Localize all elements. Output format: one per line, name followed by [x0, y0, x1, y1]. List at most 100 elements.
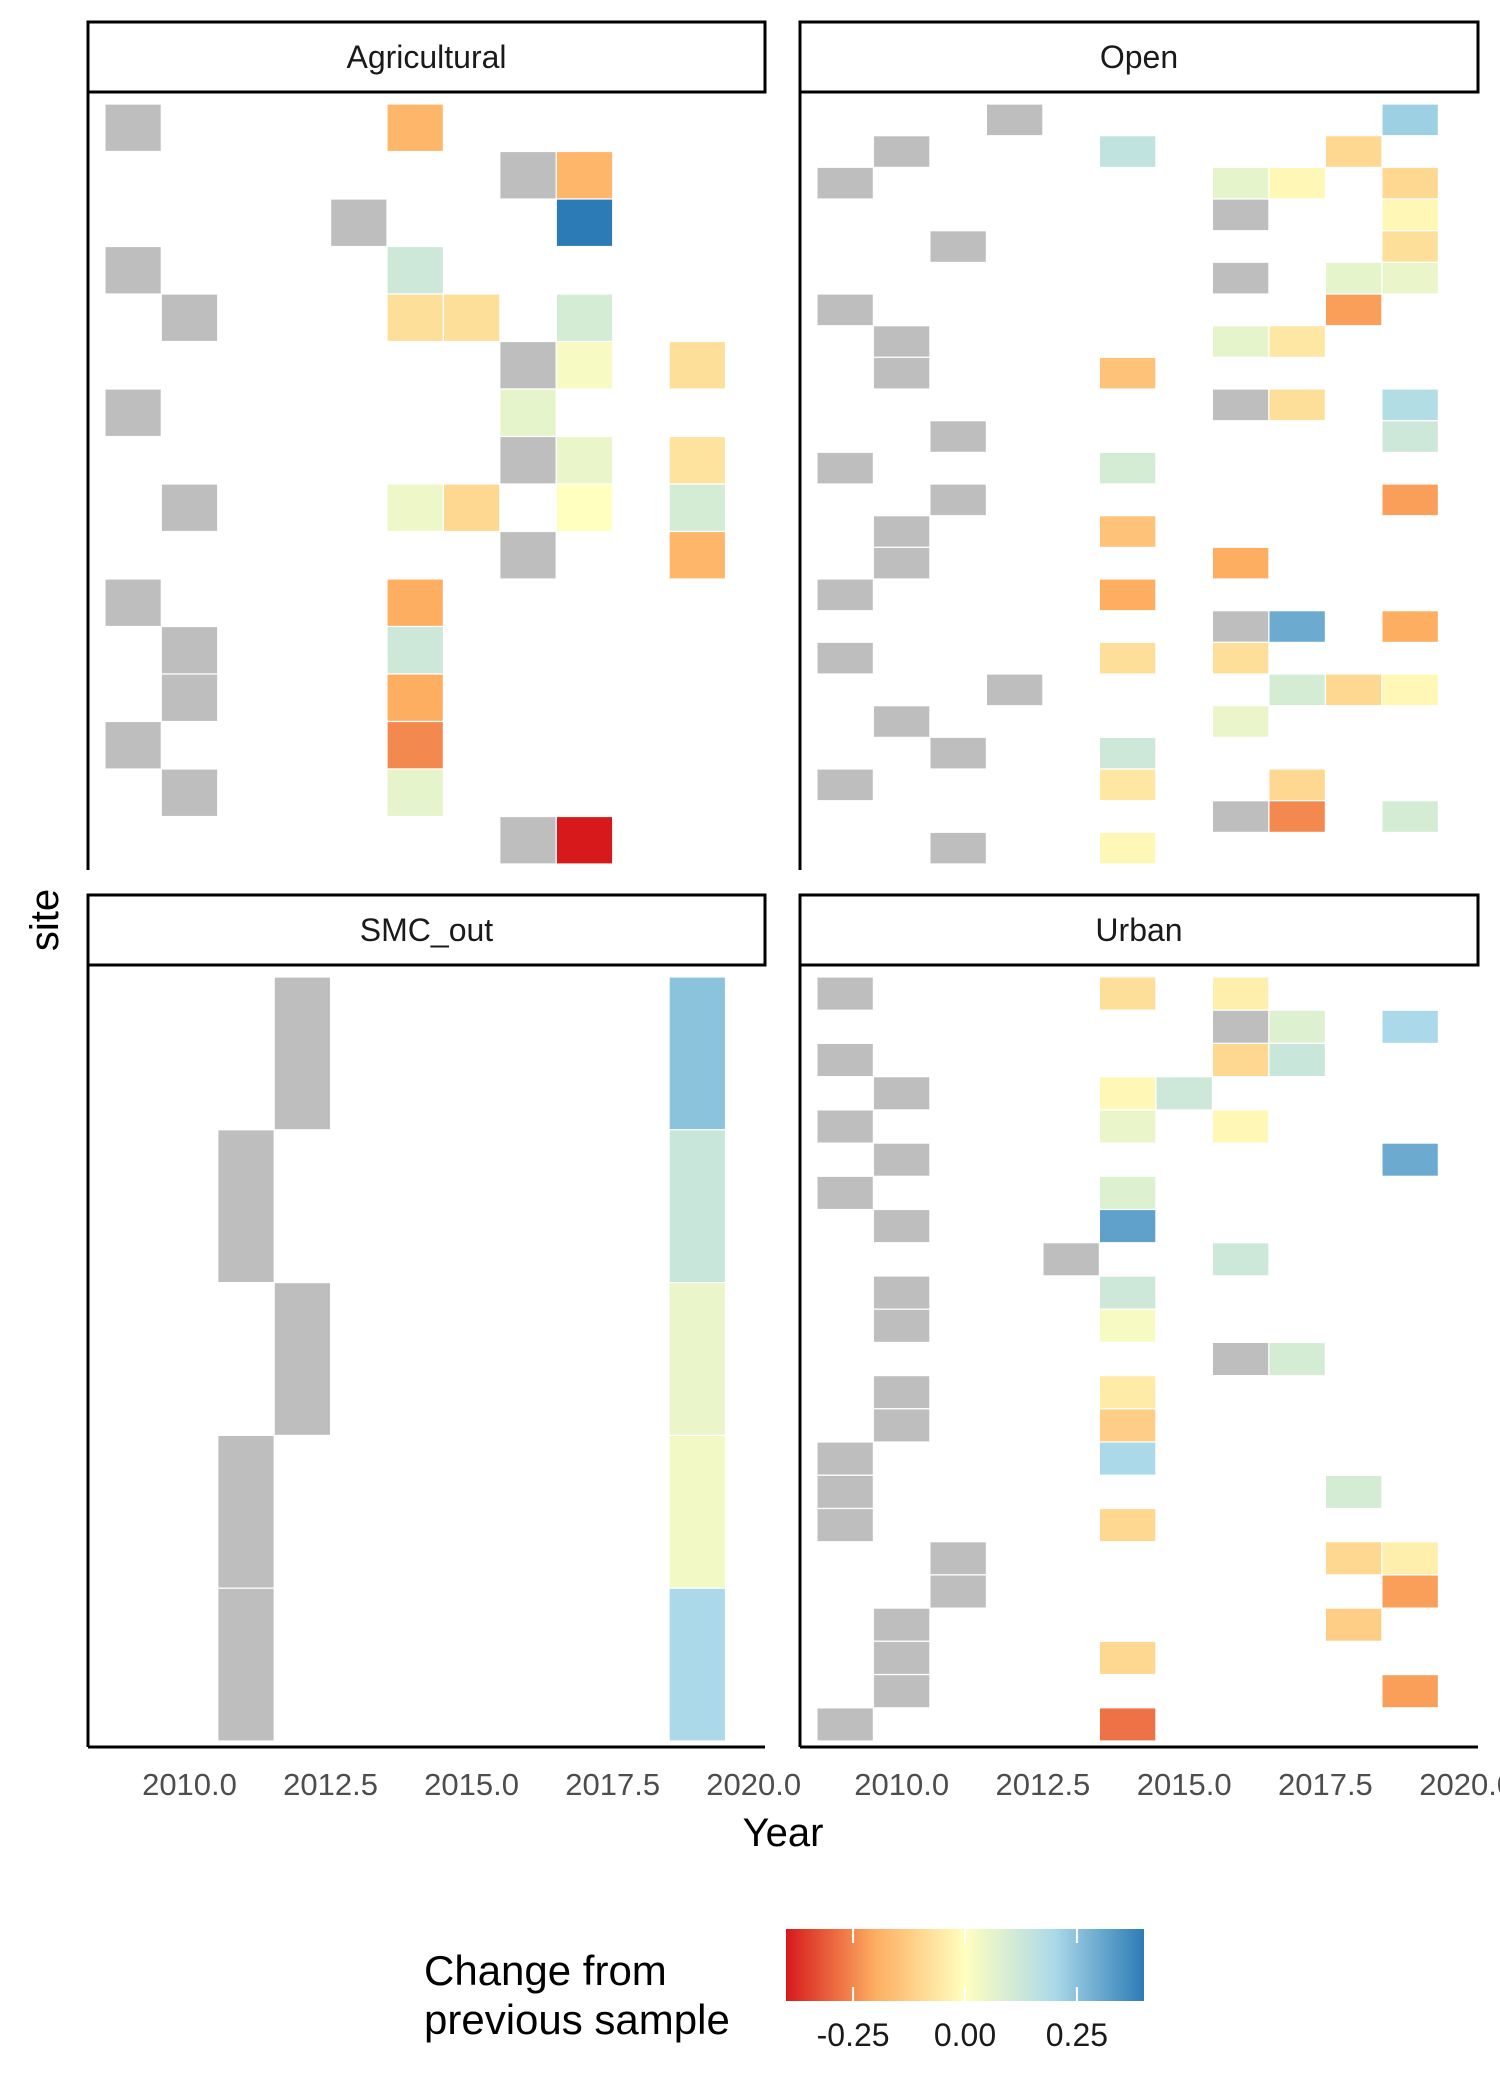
baseline-tile	[872, 325, 931, 359]
facet-strip	[86, 893, 767, 967]
legend-title-line-2: previous sample	[424, 1996, 730, 2043]
change-tile	[668, 1434, 727, 1589]
change-tile	[1098, 736, 1157, 770]
baseline-tile	[1042, 1242, 1101, 1277]
baseline-tile	[104, 388, 162, 438]
baseline-tile	[816, 166, 875, 200]
baseline-tile	[872, 1408, 931, 1443]
panel-agricultural: Agricultural	[86, 20, 767, 870]
change-tile	[1098, 515, 1157, 549]
change-tile	[1268, 1009, 1327, 1045]
change-tile	[1098, 1640, 1157, 1676]
change-tile	[1098, 451, 1157, 485]
x-tick-label: 2020.0	[1419, 1767, 1500, 1802]
change-tile	[1098, 578, 1157, 612]
facet-strip	[86, 20, 767, 94]
change-tile	[386, 103, 445, 153]
x-tick-label: 2012.5	[283, 1767, 378, 1802]
baseline-tile	[160, 625, 219, 675]
change-tile	[1098, 1076, 1157, 1111]
change-tile	[1381, 1009, 1440, 1045]
baseline-tile	[499, 530, 557, 580]
change-tile	[1098, 1275, 1157, 1310]
change-tile	[1211, 705, 1270, 739]
change-tile	[1324, 261, 1383, 295]
baseline-tile	[816, 1474, 875, 1510]
baseline-tile	[872, 515, 931, 549]
change-tile	[442, 293, 501, 343]
change-tile	[1211, 976, 1270, 1011]
change-tile	[1324, 135, 1383, 168]
baseline-tile	[816, 768, 875, 802]
baseline-tile	[872, 705, 931, 739]
baseline-tile	[1211, 261, 1270, 295]
baseline-tile	[872, 1374, 931, 1410]
x-tick-label: 2015.0	[424, 1767, 519, 1802]
baseline-tile	[929, 1541, 988, 1576]
change-tile	[1381, 103, 1440, 137]
change-tile	[1098, 1507, 1157, 1543]
baseline-tile	[160, 483, 219, 533]
baseline-tile	[499, 435, 557, 485]
change-tile	[386, 673, 445, 723]
baseline-tile	[217, 1129, 275, 1284]
change-tile	[386, 578, 445, 628]
change-tile	[1381, 800, 1440, 834]
baseline-tile	[816, 1175, 875, 1211]
baseline-tile	[872, 546, 931, 580]
change-tile	[1268, 166, 1327, 200]
change-tile	[1381, 1673, 1440, 1709]
baseline-tile	[929, 736, 988, 770]
legend: Change from previous sample -0.25 0.00 0.2…	[424, 1929, 1144, 2053]
change-tile	[1211, 641, 1270, 675]
change-tile	[442, 483, 501, 533]
baseline-tile	[872, 1308, 931, 1343]
baseline-tile	[1211, 1341, 1270, 1377]
legend-title-line-1: Change from	[424, 1947, 667, 1994]
legend-tick-label: -0.25	[817, 2017, 890, 2053]
change-tile	[1381, 483, 1440, 517]
change-tile	[386, 768, 445, 818]
change-tile	[1381, 1142, 1440, 1177]
change-tile	[1098, 356, 1157, 390]
change-tile	[386, 293, 445, 343]
change-tile	[668, 1587, 727, 1742]
change-tile	[1381, 1541, 1440, 1576]
change-tile	[1381, 198, 1440, 232]
baseline-tile	[872, 1142, 931, 1177]
change-tile	[1098, 976, 1157, 1011]
x-tick-label: 2010.0	[142, 1767, 237, 1802]
baseline-tile	[816, 451, 875, 485]
change-tile	[1381, 230, 1440, 263]
legend-tick-label: 0.25	[1046, 2017, 1108, 2053]
change-tile	[1268, 1042, 1327, 1078]
baseline-tile	[160, 768, 219, 818]
baseline-tile	[160, 673, 219, 723]
change-tile	[1098, 135, 1157, 168]
baseline-tile	[929, 831, 988, 865]
change-tile	[1098, 1408, 1157, 1443]
facet-panels: Agricultural Open 2010.0 2012.5 2015.0 2017.5…	[86, 20, 1500, 1802]
baseline-tile	[816, 293, 875, 327]
baseline-tile	[1211, 198, 1270, 232]
change-tile	[1324, 1541, 1383, 1576]
panel-smc-out: 2010.0 2012.5 2015.0 2017.5 2020.0 SMC_out	[86, 893, 801, 1802]
change-tile	[1098, 1109, 1157, 1144]
baseline-tile	[816, 1441, 875, 1476]
change-tile	[1211, 1042, 1270, 1078]
change-tile	[1211, 1242, 1270, 1277]
change-tile	[555, 293, 614, 343]
change-tile	[1098, 768, 1157, 802]
change-tile	[1268, 610, 1327, 644]
change-tile	[1098, 1208, 1157, 1244]
change-tile	[1098, 641, 1157, 675]
change-tile	[1098, 1374, 1157, 1410]
change-tile	[668, 435, 727, 485]
baseline-tile	[872, 1673, 931, 1709]
change-tile	[1324, 1474, 1383, 1510]
baseline-tile	[872, 1076, 931, 1111]
change-tile	[1381, 1574, 1440, 1609]
change-tile	[1381, 261, 1440, 295]
baseline-tile	[872, 135, 931, 168]
